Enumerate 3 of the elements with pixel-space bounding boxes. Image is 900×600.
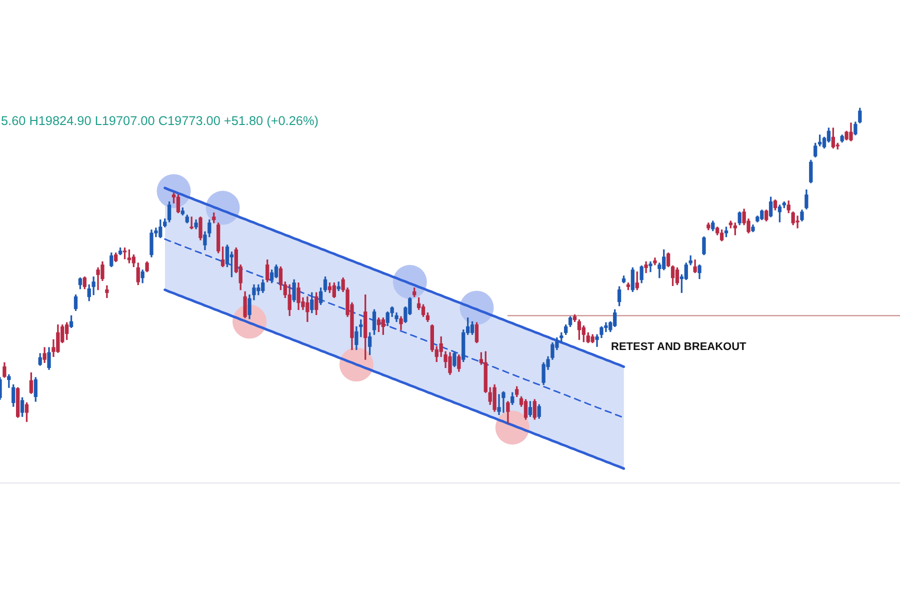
annotation: RETEST AND BREAKOUT xyxy=(611,341,746,354)
candlestick xyxy=(648,261,652,272)
annotation: 5.60 H19824.90 L19707.00 C19773.00 +51.80 (+0.26%) xyxy=(1,114,318,129)
